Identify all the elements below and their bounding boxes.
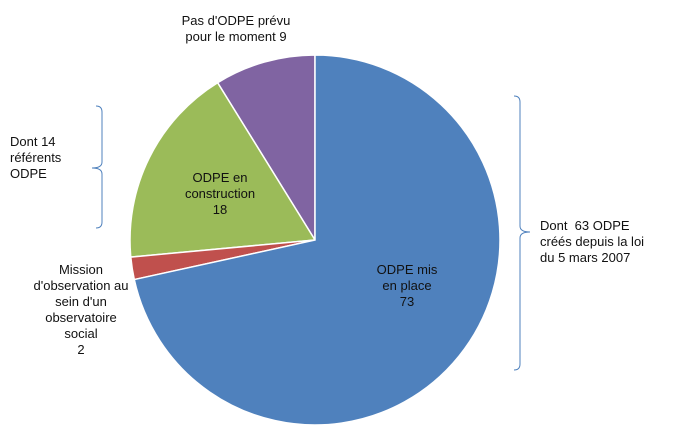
pie-slice: [216, 54, 316, 243]
slice-label: ODPE en construction 18: [184, 170, 256, 217]
slice-label: Mission d'observation au sein d'un obser…: [33, 262, 133, 357]
annotation: Dont 63 ODPE créés depuis la loi du 5 ma…: [540, 218, 648, 265]
bracket-right: [513, 95, 531, 371]
annotation: Dont 14 référents ODPE: [10, 134, 65, 181]
slice-label: ODPE mis en place 73: [376, 262, 441, 309]
bracket-left: [91, 105, 103, 229]
pie-slice: [133, 54, 501, 426]
pie-slice: [129, 81, 317, 258]
slice-label: Pas d'ODPE prévu pour le moment 9: [181, 13, 294, 44]
